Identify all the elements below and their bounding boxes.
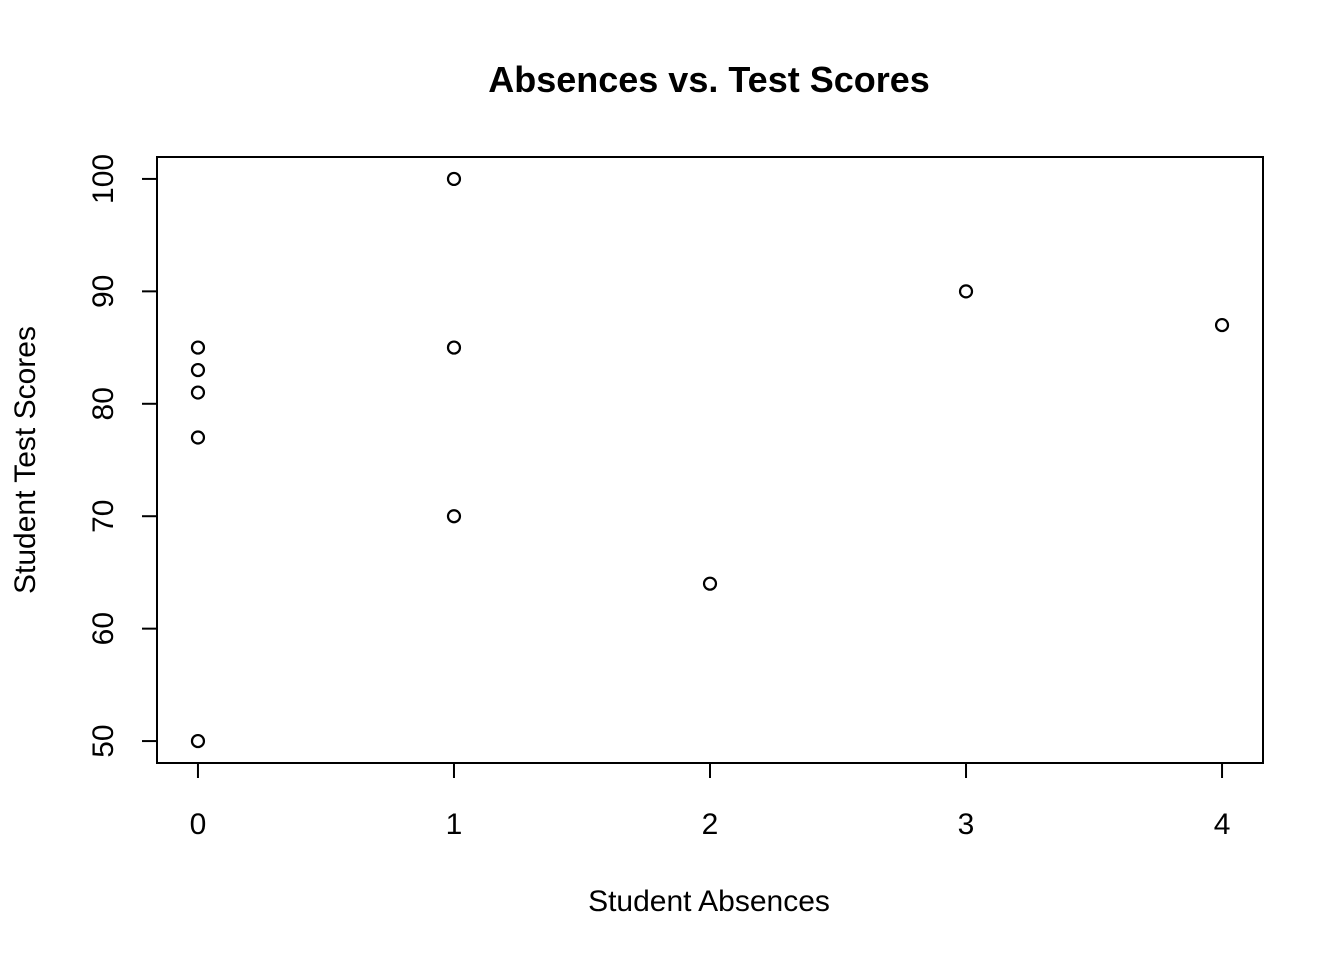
x-tick-label: 1 (446, 808, 463, 841)
data-point (190, 385, 206, 400)
y-tick-label: 50 (87, 724, 120, 757)
data-point (190, 362, 206, 378)
plot-area-frame (156, 156, 1264, 764)
y-tick-label: 100 (87, 154, 120, 204)
data-points (190, 171, 1230, 749)
y-tick-label: 60 (87, 612, 120, 645)
x-tick-label: 0 (190, 808, 207, 841)
x-axis-label: Student Absences (588, 885, 830, 918)
data-point (702, 576, 718, 591)
y-tick-label: 90 (87, 275, 120, 308)
x-tick-label: 2 (702, 808, 719, 841)
data-point (190, 733, 206, 749)
chart-title: Absences vs. Test Scores (488, 59, 930, 100)
data-point (958, 284, 974, 299)
data-point (446, 171, 462, 187)
x-tick-label: 3 (958, 808, 975, 841)
x-axis: 0 1 2 3 4 (190, 762, 1231, 841)
data-point (446, 340, 462, 355)
y-axis: 50 60 70 80 90 100 (87, 154, 158, 758)
data-point (190, 340, 206, 355)
y-tick-label: 70 (87, 500, 120, 533)
data-point (190, 430, 206, 445)
data-point (1214, 317, 1230, 333)
y-tick-label: 80 (87, 387, 120, 420)
x-tick-label: 4 (1214, 808, 1231, 841)
y-axis-label: Student Test Scores (9, 326, 42, 594)
data-point (446, 509, 462, 524)
